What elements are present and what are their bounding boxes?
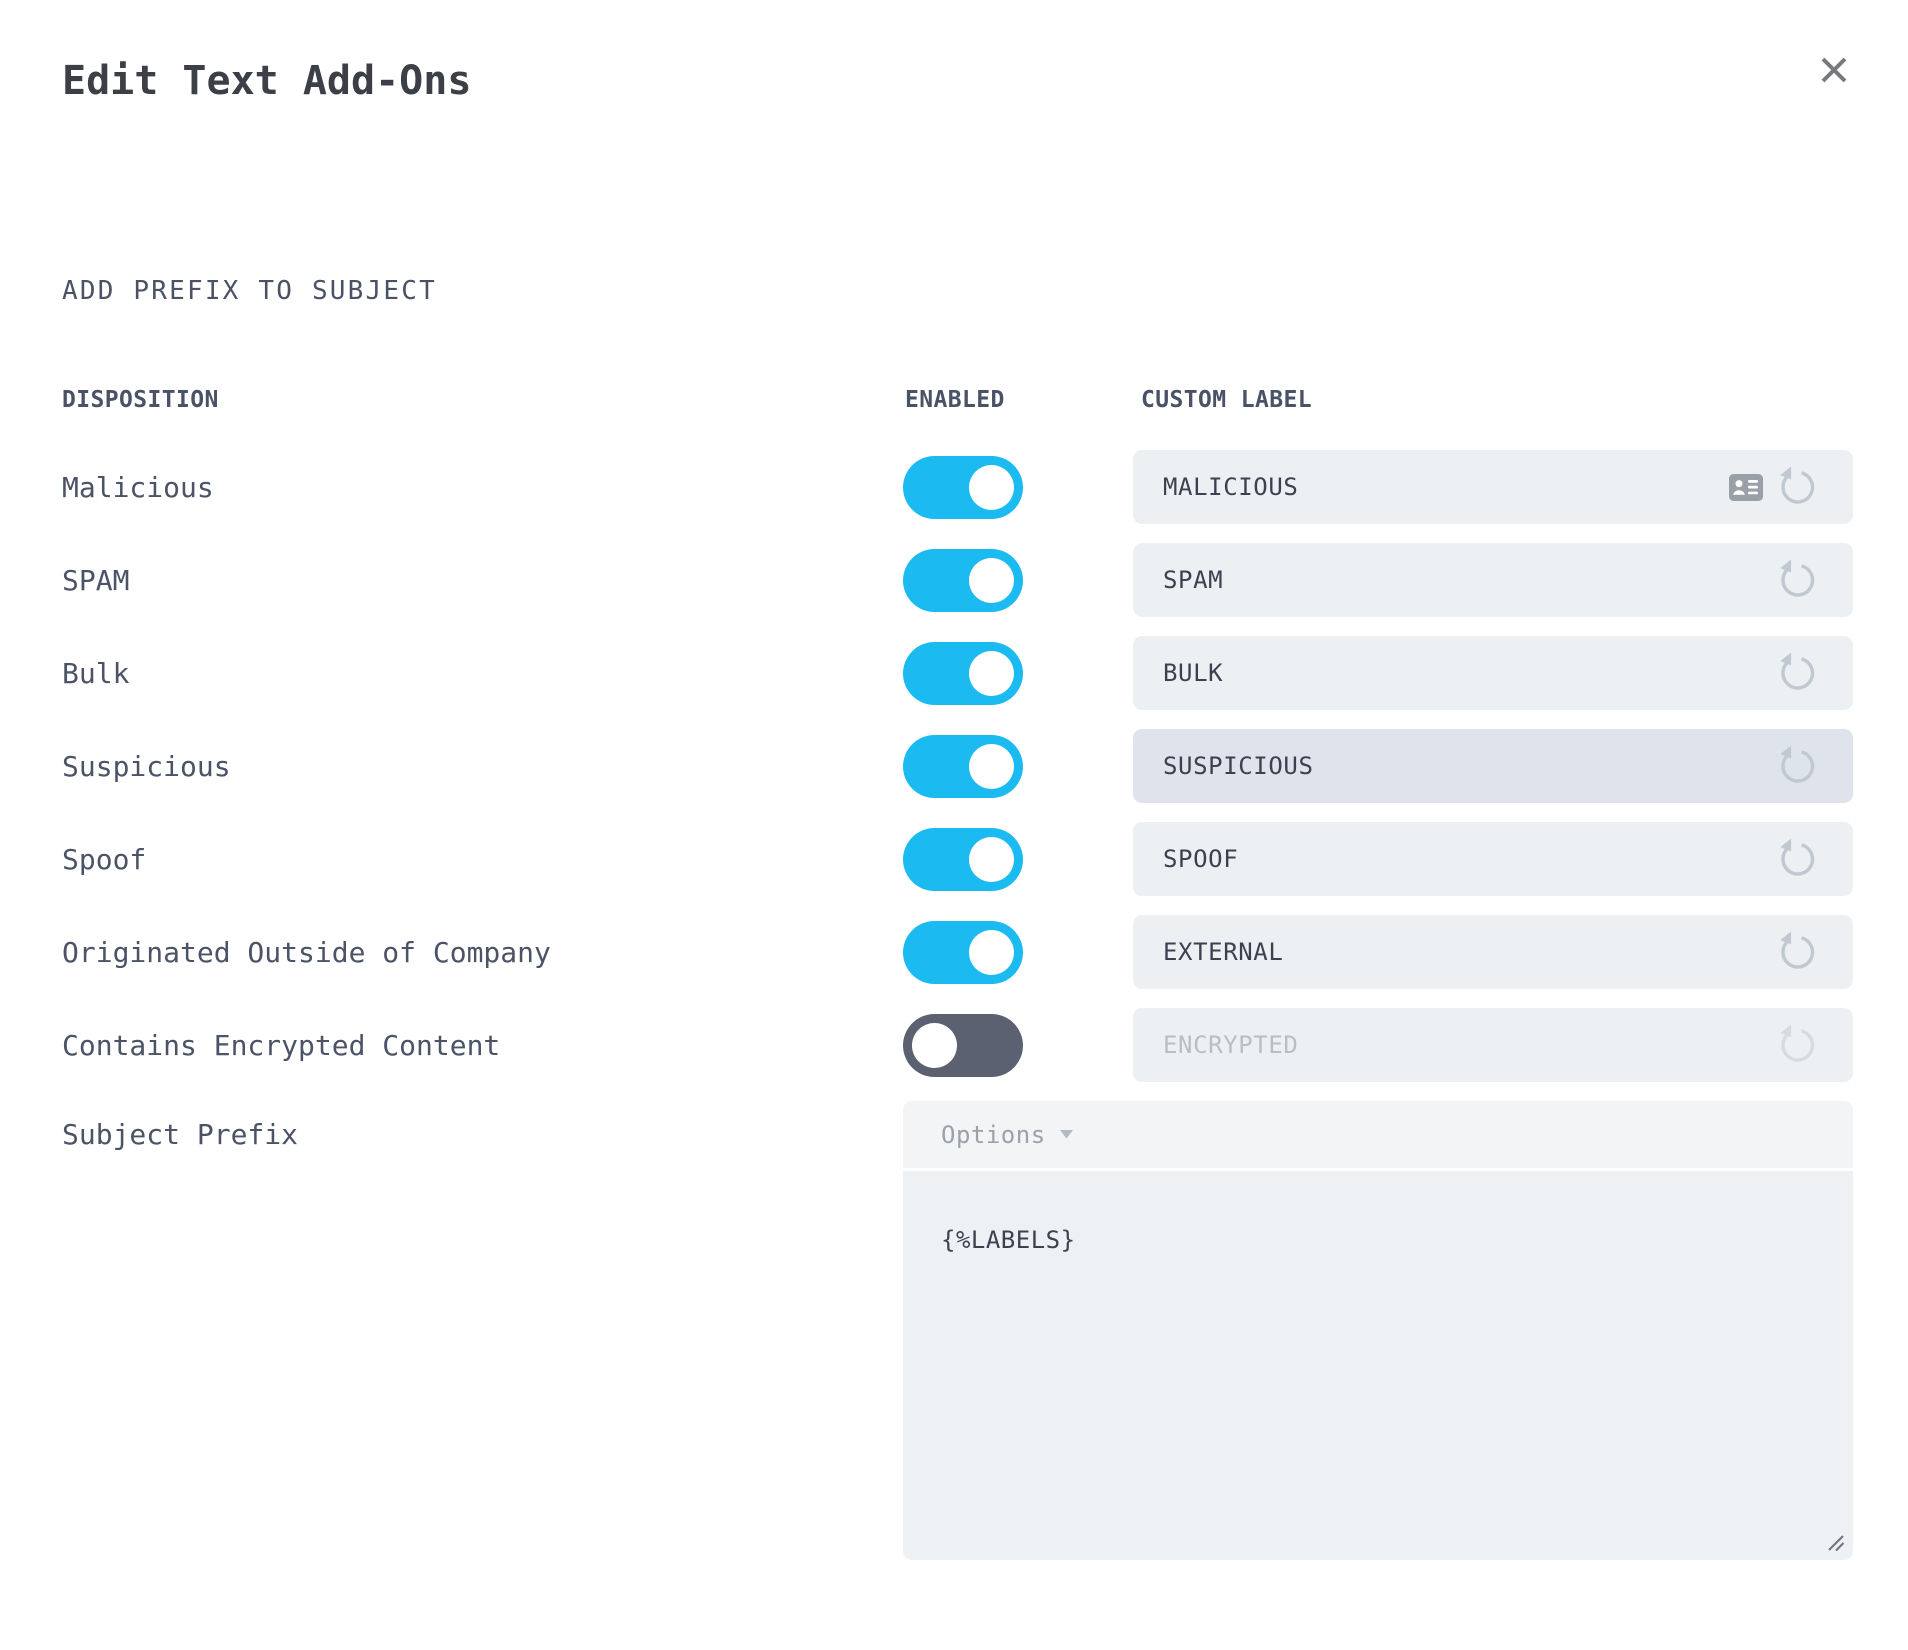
dialog-title: Edit Text Add-Ons [62,58,472,104]
column-header-custom-label: CUSTOM LABEL [1141,387,1312,413]
row-spam: SPAM SPAM [62,543,1853,617]
close-button[interactable] [1816,52,1852,88]
column-header-enabled: ENABLED [905,387,1005,413]
row-suspicious: Suspicious SUSPICIOUS [62,729,1853,803]
resize-handle-icon[interactable] [1824,1531,1846,1553]
custom-label-input-spam[interactable]: SPAM [1133,543,1853,617]
reset-icon[interactable] [1776,466,1818,508]
custom-label-input-external[interactable]: EXTERNAL [1133,915,1853,989]
custom-label-input-malicious[interactable]: MALICIOUS [1133,450,1853,524]
toggle-knob [969,557,1014,603]
disposition-label: SPAM [62,563,130,597]
subject-prefix-value: {%LABELS} [941,1226,1076,1254]
custom-label-input-spoof[interactable]: SPOOF [1133,822,1853,896]
options-dropdown-label: Options [941,1120,1046,1149]
toggle-knob [969,929,1014,975]
toggle-encrypted-content[interactable] [903,1013,1023,1077]
options-divider [903,1168,1853,1171]
subject-prefix-textarea[interactable]: {%LABELS} [903,1171,1853,1560]
row-subject-prefix: Subject Prefix Options {%LABELS} [62,1101,1853,1560]
toggle-originated-outside[interactable] [903,920,1023,984]
column-header-disposition: DISPOSITION [62,387,219,413]
reset-icon[interactable] [1776,559,1818,601]
row-bulk: Bulk BULK [62,636,1853,710]
toggle-malicious[interactable] [903,455,1023,519]
toggle-spoof[interactable] [903,827,1023,891]
disposition-label: Bulk [62,656,130,690]
reset-icon[interactable] [1776,931,1818,973]
disposition-label: Spoof [62,842,147,876]
custom-label-value: ENCRYPTED [1163,1031,1299,1059]
custom-label-value: SPAM [1163,566,1224,594]
reset-icon[interactable] [1776,838,1818,880]
column-headers: DISPOSITION ENABLED CUSTOM LABEL [62,386,1853,414]
custom-label-value: BULK [1163,659,1224,687]
toggle-spam[interactable] [903,548,1023,612]
subject-prefix-editor: Options {%LABELS} [903,1101,1853,1560]
subject-prefix-label: Subject Prefix [62,1118,299,1151]
row-originated-outside: Originated Outside of Company EXTERNAL [62,915,1853,989]
toggle-suspicious[interactable] [903,734,1023,798]
custom-label-input-bulk[interactable]: BULK [1133,636,1853,710]
section-heading: ADD PREFIX TO SUBJECT [62,276,437,306]
toggle-knob [969,464,1014,510]
row-malicious: Malicious MALICIOUS [62,450,1853,524]
disposition-label: Suspicious [62,749,231,783]
toggle-knob [969,650,1014,696]
disposition-label: Originated Outside of Company [62,935,551,969]
custom-label-value: SUSPICIOUS [1163,752,1314,780]
options-dropdown[interactable]: Options [903,1101,1853,1168]
reset-icon[interactable] [1776,652,1818,694]
reset-icon[interactable] [1776,1024,1818,1066]
row-spoof: Spoof SPOOF [62,822,1853,896]
custom-label-value: SPOOF [1163,845,1239,873]
custom-label-value: EXTERNAL [1163,938,1284,966]
close-icon [1821,57,1847,83]
disposition-label: Contains Encrypted Content [62,1028,501,1062]
chevron-down-icon [1059,1130,1073,1139]
toggle-knob [912,1022,957,1068]
custom-label-input-suspicious[interactable]: SUSPICIOUS [1133,729,1853,803]
toggle-knob [969,743,1014,789]
toggle-knob [969,836,1014,882]
reset-icon[interactable] [1776,745,1818,787]
custom-label-value: MALICIOUS [1163,473,1299,501]
row-encrypted-content: Contains Encrypted Content ENCRYPTED [62,1008,1853,1082]
disposition-label: Malicious [62,470,214,504]
contact-card-icon[interactable] [1729,473,1763,501]
disposition-rows: Malicious MALICIOUS [62,450,1853,1560]
toggle-bulk[interactable] [903,641,1023,705]
custom-label-input-encrypted[interactable]: ENCRYPTED [1133,1008,1853,1082]
